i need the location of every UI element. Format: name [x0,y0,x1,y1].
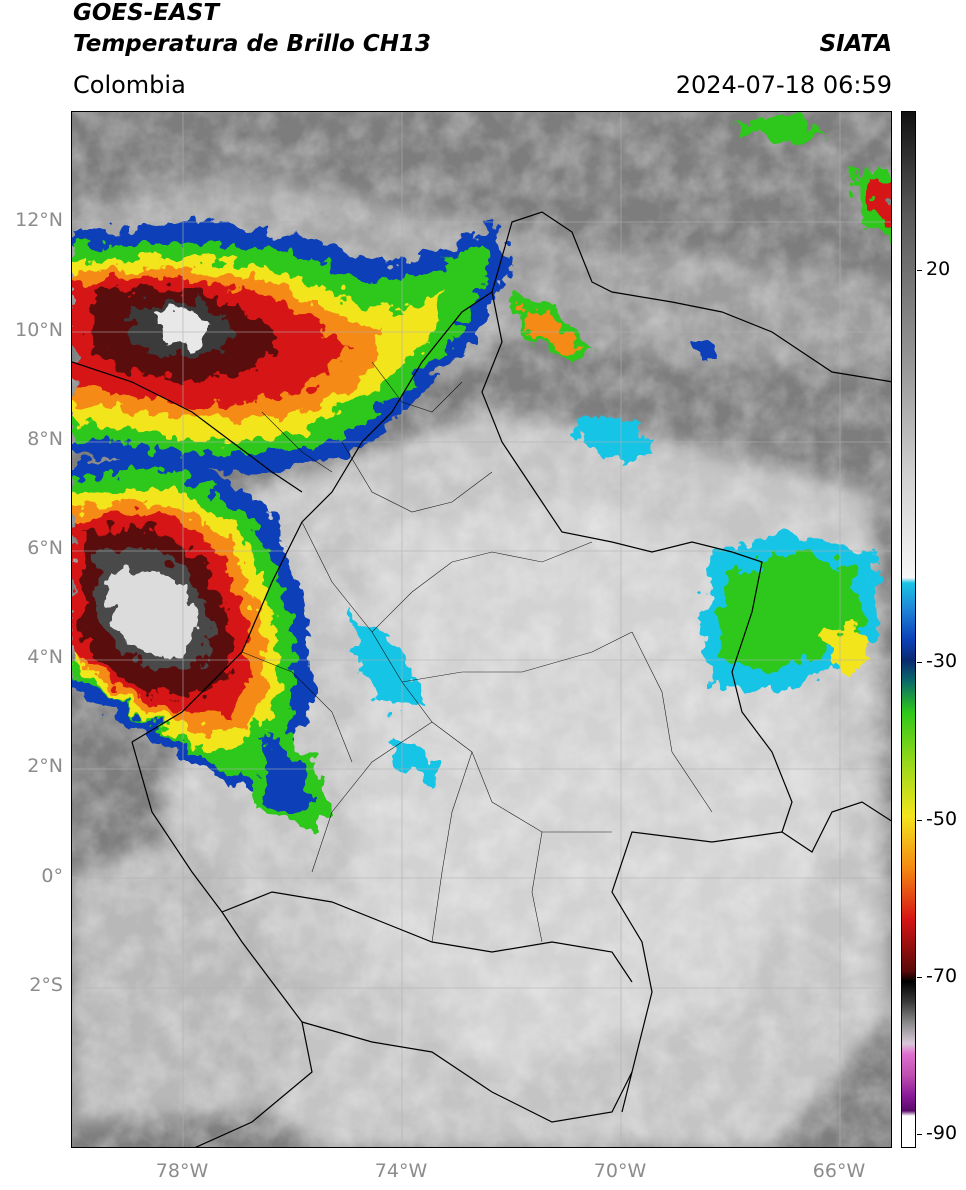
map-canvas [72,112,891,1147]
colorbar-tick-label: -50 [926,808,958,830]
lat-label: 2°N [27,755,63,777]
satellite-title: GOES-EAST [73,0,220,26]
andes-convection [242,292,652,832]
colorbar-tick-mark [917,820,922,821]
colorbar-tick-label: 20 [926,258,951,280]
lat-label: 0° [41,865,63,887]
lon-label: 74°W [374,1160,428,1182]
region-label: Colombia [73,71,186,99]
colorbar-tick-label: -90 [926,1122,958,1144]
temperature-colorbar [901,111,916,1148]
satellite-map [71,111,892,1148]
graticule [72,112,891,1147]
country-borders [72,211,891,1147]
lat-label: 4°N [27,646,63,668]
lon-label: 78°W [155,1160,209,1182]
lat-label: 10°N [15,319,63,341]
lon-label: 66°W [812,1160,866,1182]
department-borders [241,361,713,943]
colorbar-tick-mark [917,270,922,271]
lat-label: 8°N [27,428,63,450]
lon-label: 70°W [593,1160,647,1182]
lat-label: 12°N [15,209,63,231]
colorbar-tick-mark [917,1134,922,1135]
colorbar-tick-label: -70 [926,965,958,987]
colorbar-tick-mark [917,977,922,978]
colorbar-tick-label: -30 [926,650,958,672]
lat-label: 2°S [29,974,63,996]
brand-label: SIATA [819,31,892,57]
colorbar-tick-mark [917,662,922,663]
east-convection [692,117,891,692]
lat-label: 6°N [27,537,63,559]
convective-system-north [72,222,512,472]
product-title: Temperatura de Brillo CH13 [73,31,431,57]
datetime-label: 2024-07-18 06:59 [675,71,892,99]
